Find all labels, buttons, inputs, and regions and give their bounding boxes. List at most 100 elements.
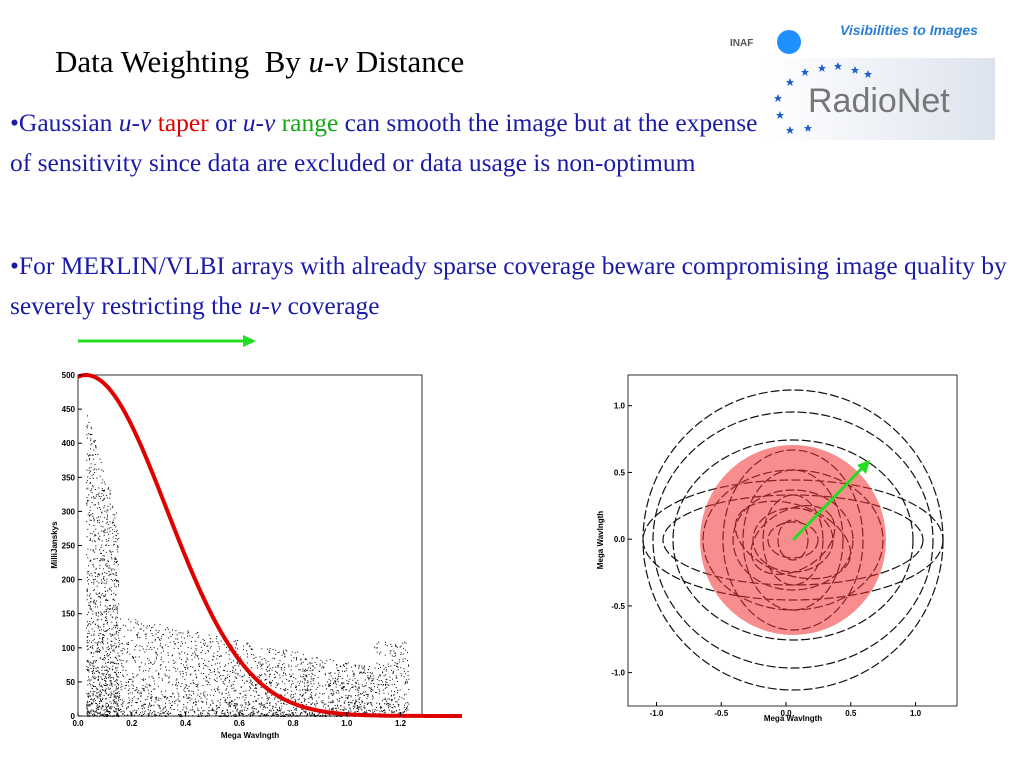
dot (306, 689, 308, 691)
dot (114, 695, 116, 697)
dot (107, 694, 109, 696)
dot (86, 426, 88, 428)
dot (95, 708, 97, 710)
dot (95, 603, 97, 605)
dot (118, 705, 120, 707)
dot (356, 706, 358, 708)
dot (281, 705, 283, 707)
dot (140, 695, 142, 697)
dot (237, 640, 239, 642)
dot (100, 633, 102, 635)
dot (189, 699, 191, 701)
dot (294, 693, 296, 695)
dot (122, 647, 124, 649)
dot (321, 667, 323, 669)
dot (361, 700, 363, 702)
dot (297, 681, 299, 683)
dot (231, 703, 233, 705)
star (786, 78, 794, 86)
dot (191, 636, 193, 638)
dot (311, 662, 313, 664)
dot (255, 699, 257, 701)
dot (132, 692, 134, 694)
dot (108, 565, 110, 567)
dot (218, 672, 220, 674)
dot (372, 696, 374, 698)
text: u-v (242, 108, 276, 137)
dot (271, 680, 273, 682)
dot (229, 702, 231, 704)
dot (332, 707, 334, 709)
dot (101, 667, 103, 669)
dot (267, 665, 269, 667)
dot (106, 518, 108, 520)
dot (115, 703, 117, 705)
dot (97, 697, 99, 699)
dot (145, 633, 147, 635)
dot (86, 711, 88, 713)
dot (358, 667, 360, 669)
dot (211, 709, 213, 711)
dot (333, 693, 335, 695)
dot (86, 665, 88, 667)
dot (136, 687, 138, 689)
dot (389, 650, 391, 652)
dot (244, 702, 246, 704)
y-tick-label: 0 (71, 712, 76, 721)
dot (88, 583, 90, 585)
dot (397, 669, 399, 671)
dot (363, 667, 365, 669)
dot (276, 672, 278, 674)
dot (399, 661, 401, 663)
dot (181, 641, 183, 643)
dot (385, 703, 387, 705)
dot (242, 715, 244, 717)
dot (392, 678, 394, 680)
dot (106, 606, 108, 608)
dot (261, 659, 263, 661)
dot (265, 692, 267, 694)
y-tick-label: 300 (62, 507, 76, 516)
dot (106, 618, 108, 620)
dot (216, 712, 218, 714)
dot (123, 636, 125, 638)
dot (99, 689, 101, 691)
dot (139, 637, 141, 639)
dot (113, 710, 115, 712)
dot (105, 662, 107, 664)
dot (118, 632, 120, 634)
dot (91, 575, 93, 577)
dot (99, 559, 101, 561)
dot (313, 714, 315, 716)
dot (397, 705, 399, 707)
dot (90, 466, 92, 468)
dot (121, 665, 123, 667)
dot (114, 530, 116, 532)
dot (137, 698, 139, 700)
dot (88, 712, 90, 714)
dot (132, 658, 134, 660)
dot (367, 672, 369, 674)
dot (165, 696, 167, 698)
y-tick-label: 350 (62, 473, 76, 482)
dot (223, 670, 225, 672)
dot (235, 669, 237, 671)
dot (131, 704, 133, 706)
dot (117, 715, 119, 717)
dot (311, 713, 313, 715)
dot (182, 643, 184, 645)
dot (236, 696, 238, 698)
dot (394, 652, 396, 654)
dot (100, 611, 102, 613)
dot (251, 707, 253, 709)
dot (155, 633, 157, 635)
x-tick-label: 0.0 (72, 719, 84, 728)
dot (215, 705, 217, 707)
dot (233, 671, 235, 673)
dot (90, 538, 92, 540)
dot (86, 591, 88, 593)
dot (87, 625, 89, 627)
dot (316, 702, 318, 704)
dot (276, 713, 278, 715)
dot (128, 701, 130, 703)
